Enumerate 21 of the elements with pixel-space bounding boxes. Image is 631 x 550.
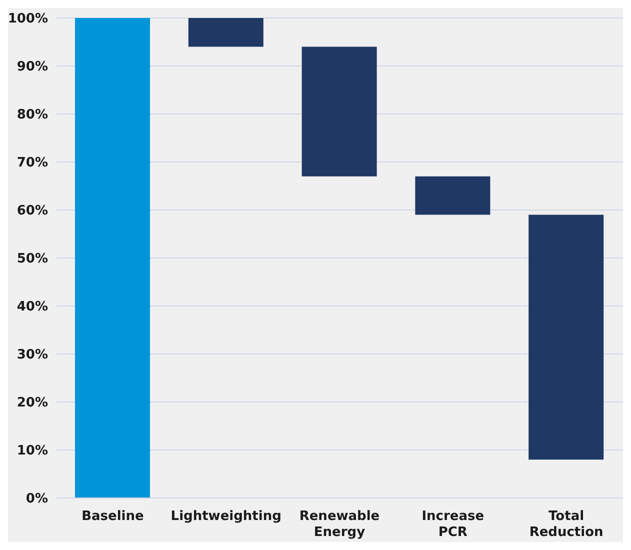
x-tick-label: Baseline xyxy=(82,509,144,524)
bar xyxy=(302,46,377,176)
bar xyxy=(528,214,604,460)
x-tick-label: Renewable Energy xyxy=(299,509,380,540)
x-tick-label: Lightweighting xyxy=(170,509,282,524)
bar xyxy=(415,176,490,215)
x-tick-label: Total Reduction xyxy=(529,509,604,540)
y-tick-label: 20% xyxy=(16,396,48,411)
y-tick-label: 30% xyxy=(16,348,48,363)
y-tick-label: 90% xyxy=(16,60,48,75)
y-tick-label: 70% xyxy=(16,156,48,171)
y-tick-label: 40% xyxy=(16,300,48,315)
y-tick-label: 100% xyxy=(8,12,48,27)
x-tick-label: Increase PCR xyxy=(422,509,484,540)
y-tick-label: 80% xyxy=(16,108,48,123)
bar xyxy=(188,18,264,47)
y-tick-label: 50% xyxy=(16,252,48,267)
y-tick-label: 60% xyxy=(16,204,48,219)
y-tick-label: 10% xyxy=(16,444,48,459)
bar xyxy=(75,18,150,498)
y-tick-label: 0% xyxy=(26,492,48,507)
